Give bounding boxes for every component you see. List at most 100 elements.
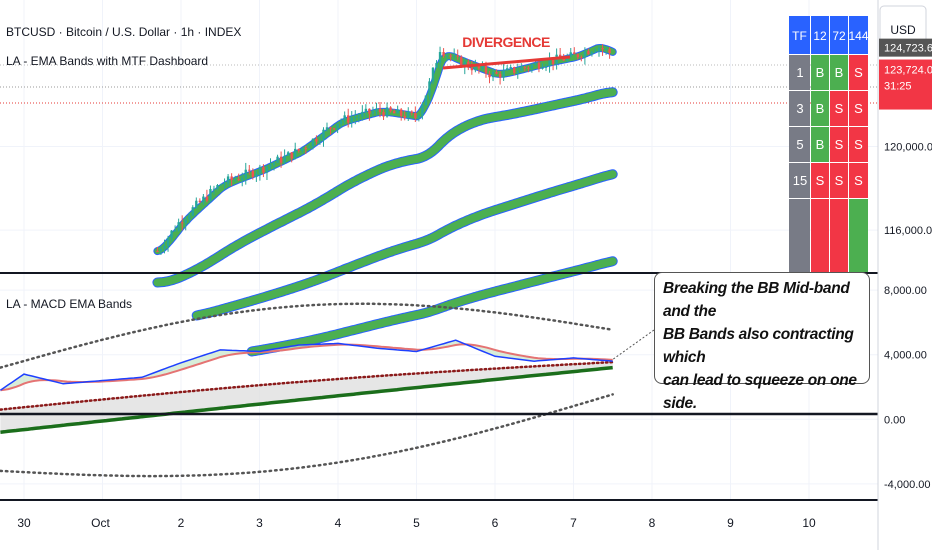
dashboard-signal-label: S [835, 101, 844, 116]
macd-tick-label: 8,000.00 [884, 285, 927, 297]
candle [481, 65, 484, 69]
indicator1-title[interactable]: LA - EMA Bands with MTF Dashboard [6, 54, 208, 68]
candle [265, 166, 269, 173]
dashboard-tf-cell [789, 91, 810, 126]
dashboard-tf-cell [789, 163, 810, 198]
dashboard-tf-cell [789, 127, 810, 162]
indicator2-title[interactable]: LA - MACD EMA Bands [6, 297, 132, 311]
candle [230, 176, 233, 180]
candle [544, 66, 548, 68]
symbol-title[interactable]: BTCUSD · Bitcoin / U.S. Dollar · 1h · IN… [6, 25, 241, 39]
candle [537, 62, 541, 69]
candle [301, 148, 304, 151]
candle [226, 176, 230, 184]
candle [339, 121, 343, 124]
candle [534, 62, 537, 65]
price-pane[interactable] [0, 0, 878, 272]
candle [290, 152, 293, 159]
candle [269, 164, 272, 167]
candle [378, 108, 382, 112]
candle [258, 166, 262, 174]
candle [456, 55, 459, 57]
candle [442, 52, 445, 56]
candle [460, 56, 463, 68]
candle [530, 64, 534, 69]
macd-line [0, 339, 613, 391]
candle [191, 207, 194, 216]
candle [597, 47, 601, 51]
candle [195, 200, 198, 208]
candle [188, 215, 191, 220]
candle [304, 148, 308, 150]
candle [286, 152, 290, 156]
countdown-label: 31:25 [884, 81, 912, 93]
time-axis[interactable]: 30 Oct 2 3 4 5 6 7 8 9 10 [17, 516, 816, 530]
candle [488, 73, 491, 78]
dashboard-signal-cell [849, 91, 868, 126]
candle [276, 156, 279, 163]
candle [463, 61, 466, 68]
dashboard-signal-cell [811, 127, 829, 162]
candle [403, 115, 406, 119]
candle [389, 107, 392, 112]
candle [343, 115, 346, 122]
macd-tick-label: 4,000.00 [884, 350, 927, 362]
candle [159, 249, 163, 252]
dashboard-header-cell [830, 16, 848, 54]
signal-line [0, 343, 613, 392]
callout-line: Breaking the BB Mid-band and the [663, 280, 850, 320]
macd-axis[interactable]: 8,000.00 4,000.00 0.00 -4,000.00 [884, 285, 930, 491]
candle [248, 169, 251, 171]
candle [385, 107, 389, 117]
candle [417, 115, 421, 118]
candle [364, 108, 368, 112]
annotation-callout[interactable]: Breaking the BB Mid-band and the BB Band… [654, 272, 870, 412]
current-price-tag [879, 59, 932, 110]
candle [491, 72, 495, 78]
dashboard-signal-label: B [816, 101, 825, 116]
dashboard-signal-label: B [835, 65, 844, 80]
current-price-label: 123,724.05 [884, 65, 932, 77]
candle [445, 55, 449, 57]
dashboard-signal-label: S [854, 137, 863, 152]
candle [318, 139, 322, 142]
dashboard-header-label: 72 [832, 29, 846, 43]
price-axis[interactable]: 120,000.00 116,000.00 124,723.65 123,724.05… [879, 38, 932, 238]
dashboard-signal-cell [811, 199, 829, 272]
candle [371, 111, 375, 114]
candle [244, 169, 247, 179]
candle [421, 105, 424, 116]
candle [279, 156, 283, 163]
macd-tick-label: 0.00 [884, 414, 905, 426]
candle [329, 127, 332, 129]
price-tick-label: 120,000.00 [884, 141, 932, 153]
candle [431, 67, 435, 82]
dashboard-tf-cell [789, 199, 810, 272]
candle [255, 173, 258, 177]
candle [212, 188, 216, 190]
dashboard-signal-label: S [835, 173, 844, 188]
candle [233, 179, 237, 181]
dashboard-tf-cell [789, 55, 810, 90]
dashboard-tf-label: 3 [796, 101, 803, 116]
last-price-label: 124,723.65 [884, 43, 932, 55]
candle [332, 128, 336, 130]
dashboard-header-label: TF [792, 29, 807, 43]
divergence-label: DIVERGENCE [462, 34, 550, 50]
candle [375, 108, 378, 112]
candle [407, 111, 410, 119]
candle [297, 148, 300, 151]
candle [414, 112, 417, 118]
dashboard-signal-label: B [816, 137, 825, 152]
candle [551, 59, 555, 65]
candle [604, 49, 608, 51]
candle [520, 67, 523, 71]
dashboard-signal-cell [849, 163, 868, 198]
candle [251, 170, 255, 177]
candle [516, 70, 519, 73]
candle [562, 58, 565, 61]
dashboard-tf-label: 1 [796, 65, 803, 80]
candle [336, 123, 339, 129]
candle [583, 51, 587, 58]
ema-band-0-fill [154, 44, 616, 255]
